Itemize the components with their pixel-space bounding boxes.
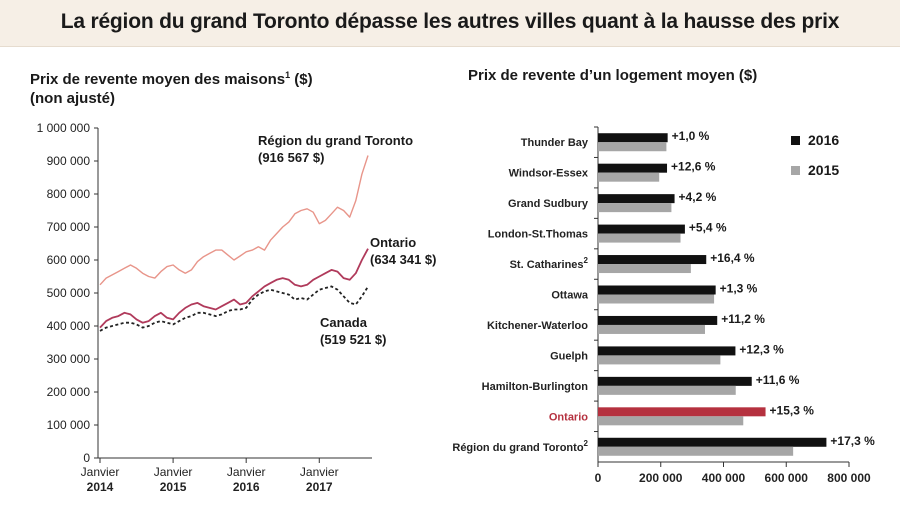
line-chart: 0 100 000 200 000 300 000 400 000 500 000 600 … [37, 121, 437, 494]
line-chart-title-block: Prix de revente moyen des maisons1 ($) (… [30, 66, 313, 108]
title-banner: La région du grand Toronto dépasse les a… [0, 0, 900, 47]
bar-2016 [598, 407, 766, 417]
line-y-tick-label: 200 000 [47, 385, 91, 399]
line-x-tick-label-month: Janvier [81, 465, 120, 479]
bar-change-label: +17,3 % [830, 434, 875, 448]
bar-change-label: +4,2 % [679, 190, 717, 204]
line-series-label: Ontario [370, 235, 416, 250]
bar-x-tick-label: 200 000 [639, 471, 683, 485]
bar-category-label: Région du grand Toronto2 [452, 439, 588, 454]
bar-2016 [598, 133, 668, 143]
line-chart-subtitle: (non ajusté) [30, 90, 115, 107]
bar-change-label: +12,3 % [739, 342, 784, 356]
line-x-tick-label-year: 2017 [306, 480, 333, 494]
line-series-r-gion-du-grand-toronto [99, 155, 369, 286]
bar-2016 [598, 285, 716, 295]
bar-change-label: +11,2 % [721, 312, 765, 326]
line-x-tick-label-year: 2014 [87, 480, 114, 494]
bar-2015 [598, 233, 681, 243]
legend-label: 2015 [808, 162, 839, 178]
line-series-label: (916 567 $) [258, 150, 325, 165]
bar-category-label: Kitchener-Waterloo [487, 320, 588, 332]
line-y-tick-label: 700 000 [47, 220, 91, 234]
line-x-tick-label-year: 2016 [233, 480, 260, 494]
bar-2015 [598, 264, 691, 274]
line-x-tick-label-year: 2015 [160, 480, 187, 494]
bar-category-label: Grand Sudbury [508, 198, 589, 210]
bar-change-label: +5,4 % [689, 221, 727, 235]
bar-change-label: +1,3 % [720, 282, 758, 296]
bar-change-label: +16,4 % [710, 251, 755, 265]
bar-category-superscript: 2 [584, 256, 589, 265]
bar-category-label: Ottawa [551, 290, 589, 302]
bar-category-label: London-St.Thomas [488, 229, 588, 241]
bar-2016 [598, 315, 718, 325]
bar-x-tick-label: 400 000 [702, 471, 746, 485]
bar-2015 [598, 324, 705, 334]
line-chart-title-unit: ($) [290, 71, 313, 88]
bar-2015 [598, 172, 660, 182]
line-y-tick-label: 0 [83, 451, 90, 465]
line-series-ontario [99, 248, 369, 329]
bar-chart-title: Prix de revente d’un logement moyen ($) [468, 67, 758, 84]
bar-2016 [598, 376, 752, 386]
page-title: La région du grand Toronto dépasse les a… [60, 10, 840, 33]
bar-x-tick-label: 600 000 [765, 471, 809, 485]
line-series-label: Région du grand Toronto [258, 133, 413, 148]
line-x-tick-label-month: Janvier [154, 465, 193, 479]
line-y-tick-label: 800 000 [47, 187, 91, 201]
line-y-tick-label: 500 000 [47, 286, 91, 300]
line-series-label: (519 521 $) [320, 332, 387, 347]
bar-2016 [598, 255, 707, 265]
bar-category-label: Ontario [549, 411, 588, 423]
bar-2015 [598, 385, 736, 395]
bar-category-label: Hamilton-Burlington [482, 381, 589, 393]
bar-x-tick-label: 800 000 [827, 471, 871, 485]
line-chart-title-superscript: 1 [285, 70, 291, 80]
line-series-label: Canada [320, 315, 368, 330]
bar-2015 [598, 416, 744, 426]
bar-x-tick-label: 0 [595, 471, 602, 485]
bar-category-label: Guelph [550, 350, 588, 362]
bar-category-superscript: 2 [584, 439, 589, 448]
bar-2016 [598, 194, 675, 204]
legend-swatch [791, 166, 800, 175]
bar-2015 [598, 355, 721, 365]
bar-2016 [598, 163, 668, 173]
bar-category-label: St. Catharines2 [510, 256, 589, 271]
legend-label: 2016 [808, 132, 839, 148]
line-series-label: (634 341 $) [370, 252, 437, 267]
line-y-tick-label: 300 000 [47, 352, 91, 366]
bar-2016 [598, 346, 736, 356]
line-x-tick-label-month: Janvier [300, 465, 339, 479]
bar-2016 [598, 437, 827, 447]
line-x-tick-label-month: Janvier [227, 465, 266, 479]
bar-category-label: Windsor-Essex [509, 168, 589, 180]
line-chart-title: Prix de revente moyen des maisons [30, 71, 286, 88]
bar-2016 [598, 224, 685, 234]
bar-change-label: +1,0 % [672, 129, 710, 143]
line-y-tick-label: 1 000 000 [37, 121, 91, 135]
bar-2015 [598, 294, 715, 304]
line-y-tick-label: 600 000 [47, 253, 91, 267]
bar-change-label: +11,6 % [756, 373, 800, 387]
bar-change-label: +12,6 % [671, 160, 716, 174]
bar-2015 [598, 446, 794, 456]
bar-category-label: Thunder Bay [521, 137, 589, 149]
bar-2015 [598, 203, 672, 213]
legend-swatch [791, 136, 800, 145]
line-y-tick-label: 900 000 [47, 154, 91, 168]
line-y-tick-label: 100 000 [47, 418, 91, 432]
line-y-tick-label: 400 000 [47, 319, 91, 333]
bar-2015 [598, 142, 667, 152]
bar-change-label: +15,3 % [770, 403, 815, 417]
